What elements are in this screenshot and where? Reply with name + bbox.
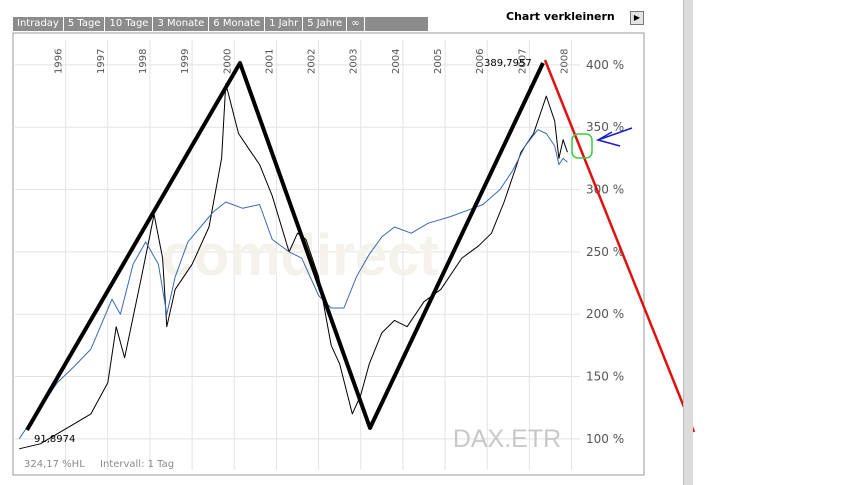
x-tick-label: 1998: [138, 49, 149, 74]
tab-1-jahr[interactable]: 1 Jahr: [265, 17, 304, 31]
footer-interval: Intervall: 1 Tag: [100, 459, 174, 470]
timeframe-tabs: Intraday 5 Tage 10 Tage 3 Monate 6 Monat…: [13, 17, 428, 31]
x-tick-label: 2005: [433, 49, 444, 74]
x-tick-label: 2004: [391, 49, 402, 74]
y-tick-label: 150 %: [586, 370, 624, 384]
tab-max[interactable]: ∞: [347, 17, 365, 31]
y-tick-label: 100 %: [586, 432, 624, 446]
zigzag-annotation: [25, 61, 545, 432]
x-tick-label: 2008: [560, 49, 571, 74]
tab-6-monate[interactable]: 6 Monate: [209, 17, 266, 31]
grid: [15, 40, 580, 470]
series-line-0: [19, 83, 568, 450]
scrollbar[interactable]: [683, 0, 693, 485]
blue-arrow: [595, 127, 633, 147]
plot-frame: [12, 32, 645, 476]
min-label: 91,8974: [34, 434, 75, 445]
tab-5-tage[interactable]: 5 Tage: [64, 17, 106, 31]
green-marker: [571, 133, 593, 159]
x-tick-label: 2001: [264, 49, 275, 74]
y-tick-label: 300 %: [586, 183, 624, 197]
series-lines: [18, 83, 568, 450]
tab-10-tage[interactable]: 10 Tage: [105, 17, 154, 31]
x-tick-label: 2003: [349, 49, 360, 74]
x-tick-label: 1997: [96, 49, 107, 74]
max-label: 389,7957: [484, 58, 532, 69]
shrink-chart-button[interactable]: ▶: [630, 11, 644, 25]
series-line-1: [18, 129, 568, 440]
y-axis-labels: 400 % 350 % 300 % 250 % 200 % 150 % 100 %: [586, 58, 624, 446]
y-tick-label: 400 %: [586, 58, 624, 72]
x-tick-label: 1999: [180, 49, 191, 74]
tab-5-jahre[interactable]: 5 Jahre: [303, 17, 348, 31]
y-tick-label: 350 %: [586, 120, 624, 134]
watermark-dax: DAX.ETR: [453, 425, 561, 453]
x-axis-labels: 1996 1997 1998 1999 2000 2001 2002 2003 2004 2005…: [54, 49, 571, 74]
x-tick-label: 2007: [517, 49, 528, 74]
x-tick-label: 2002: [307, 49, 318, 74]
x-tick-label: 1996: [54, 49, 65, 74]
footer-hl: 324,17 %HL: [24, 459, 85, 470]
red-trend-line: [543, 59, 696, 433]
tab-3-monate[interactable]: 3 Monate: [153, 17, 210, 31]
x-tick-label: 2000: [222, 49, 233, 74]
x-tick-label: 2006: [475, 49, 486, 74]
tab-intraday[interactable]: Intraday: [13, 17, 64, 31]
shrink-chart-label[interactable]: Chart verkleinern: [506, 10, 615, 23]
y-tick-label: 250 %: [586, 245, 624, 259]
y-tick-label: 200 %: [586, 307, 624, 321]
